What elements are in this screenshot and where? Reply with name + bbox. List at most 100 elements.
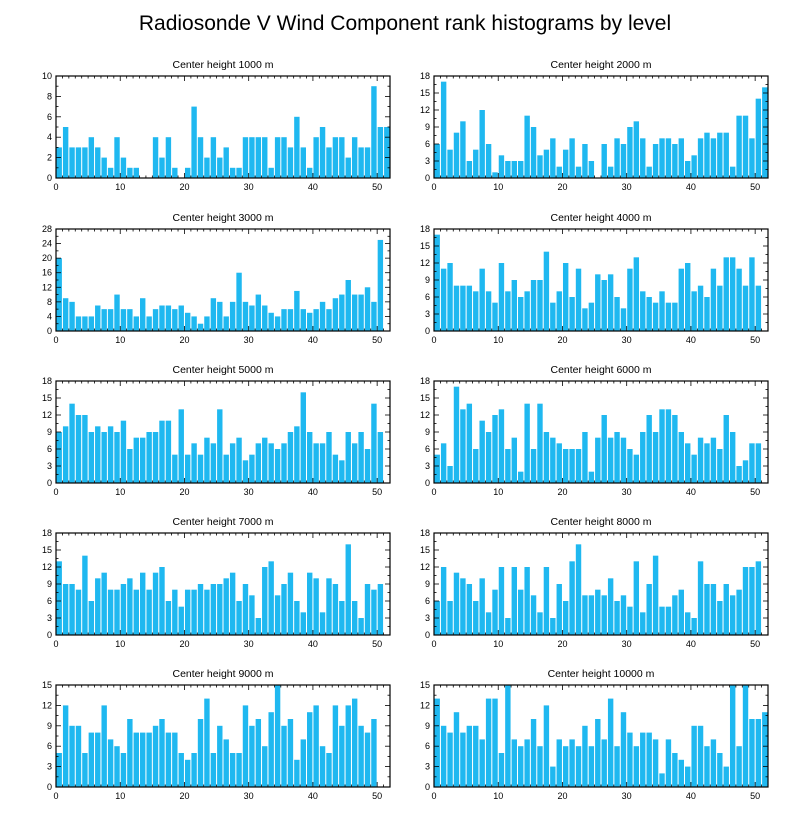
bar (762, 87, 768, 178)
bar (717, 132, 723, 178)
bar (434, 698, 440, 787)
bar (249, 725, 255, 787)
bar (191, 753, 197, 787)
bar (434, 454, 440, 483)
bar (56, 147, 62, 178)
x-tick-label: 50 (372, 639, 382, 649)
bar (537, 746, 543, 787)
bar (75, 147, 82, 178)
bar (736, 115, 742, 178)
bar (665, 302, 672, 331)
bar (543, 567, 550, 635)
bar (140, 437, 146, 483)
bar (652, 144, 659, 178)
bar (107, 589, 114, 635)
bar (620, 595, 627, 635)
x-tick-label: 10 (115, 487, 125, 497)
bar (659, 291, 665, 331)
bar (62, 426, 69, 483)
bar (607, 274, 614, 331)
bar (62, 127, 69, 178)
bar (492, 589, 498, 635)
y-tick-label: 6 (47, 444, 52, 454)
bar (101, 572, 107, 635)
bar (62, 298, 69, 331)
bar (543, 149, 550, 178)
bar (588, 471, 595, 483)
y-tick-label: 8 (47, 297, 52, 307)
bar (633, 746, 640, 787)
bar (364, 287, 371, 331)
bar (210, 753, 217, 787)
y-tick-label: 0 (47, 326, 52, 336)
bar (717, 449, 723, 483)
bar (262, 305, 268, 331)
bar (120, 309, 127, 331)
bar (729, 432, 736, 483)
bar (575, 166, 582, 178)
bar (466, 725, 473, 787)
bar (152, 432, 159, 483)
bar (492, 172, 498, 178)
bar (69, 725, 75, 787)
bar (114, 137, 120, 178)
bar (710, 739, 717, 787)
bar (685, 161, 691, 178)
bar (672, 595, 678, 635)
x-tick-label: 40 (686, 487, 696, 497)
bar (665, 606, 672, 635)
x-tick-label: 0 (431, 791, 436, 801)
bar (601, 415, 607, 483)
bar (466, 285, 473, 331)
bar (460, 285, 466, 331)
bar (281, 309, 287, 331)
y-tick-label: 12 (420, 410, 430, 420)
y-tick-label: 0 (425, 630, 430, 640)
bar (229, 167, 236, 178)
bar (659, 138, 665, 178)
bar (339, 725, 345, 787)
y-tick-label: 3 (425, 156, 430, 166)
bar (140, 572, 146, 635)
bar (268, 443, 274, 483)
bar (447, 466, 453, 483)
y-tick-label: 15 (42, 393, 52, 403)
bar (274, 137, 281, 178)
bar (159, 567, 165, 635)
bar (485, 144, 492, 178)
bar (659, 606, 665, 635)
bar (704, 584, 710, 635)
bar (697, 725, 704, 787)
bar (762, 712, 768, 787)
bar (107, 426, 114, 483)
bar (550, 437, 556, 483)
bar (556, 443, 562, 483)
bar (569, 449, 575, 483)
bar (582, 725, 588, 787)
x-tick-label: 10 (115, 335, 125, 345)
y-tick-label: 10 (42, 71, 52, 81)
bar (440, 81, 447, 178)
panel-title: Center height 2000 m (551, 59, 652, 71)
bar (659, 409, 665, 483)
x-tick-label: 30 (622, 335, 632, 345)
y-tick-label: 4 (47, 311, 52, 321)
bar (95, 305, 101, 331)
bar (351, 294, 358, 331)
panel-title: Center height 7000 m (173, 516, 274, 528)
bar (498, 155, 505, 178)
bar (524, 115, 530, 178)
y-tick-label: 15 (420, 88, 430, 98)
bar (595, 719, 601, 787)
y-tick-label: 0 (47, 630, 52, 640)
bar (339, 460, 345, 483)
bar (736, 466, 742, 483)
bar (358, 618, 364, 635)
bar (287, 309, 294, 331)
bar (178, 606, 184, 635)
bar (633, 561, 640, 635)
bar (313, 443, 319, 483)
x-tick-label: 30 (244, 487, 254, 497)
y-tick-label: 0 (425, 782, 430, 792)
bar (159, 719, 165, 787)
